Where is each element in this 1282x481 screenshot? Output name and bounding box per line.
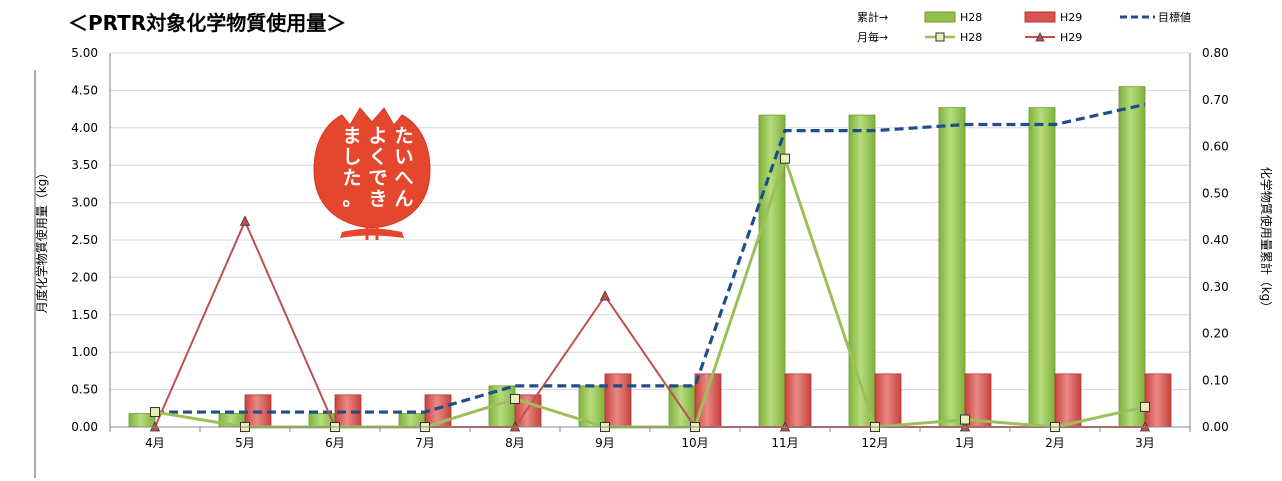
legend-line-h28: H28	[960, 31, 982, 44]
legend-bar-h28: H28	[960, 11, 982, 24]
x-tick-label: 11月	[771, 436, 798, 450]
y-right-tick-label: 0.70	[1202, 93, 1229, 107]
x-tick-label: 3月	[1135, 436, 1155, 450]
bar-h29-10	[1054, 373, 1082, 428]
point-h28-0	[150, 407, 160, 418]
bar-h29-8	[874, 373, 902, 428]
stamp-char: き	[368, 188, 387, 210]
y-right-tick-label: 0.30	[1202, 280, 1229, 294]
point-h28-11	[1140, 401, 1150, 412]
x-tick-label: 5月	[235, 436, 255, 450]
stamp-char: い	[394, 146, 413, 168]
lines	[149, 102, 1151, 432]
y-right-tick-label: 0.40	[1202, 233, 1229, 247]
point-h29-5	[599, 290, 611, 301]
y-left-tick-label: 2.00	[71, 270, 98, 284]
x-tick-label: 2月	[1045, 436, 1065, 450]
y-right-tick-label: 0.10	[1202, 373, 1229, 387]
y-left-tick-label: 3.50	[71, 158, 98, 172]
y-right-tick-label: 0.50	[1202, 186, 1229, 200]
bar-h28-8	[848, 114, 876, 428]
bar-h29-5	[604, 373, 632, 428]
x-tick-label: 9月	[595, 436, 615, 450]
point-h28-7	[780, 153, 790, 164]
stamp-char: た	[342, 167, 361, 189]
y-left-tick-label: 4.00	[71, 121, 98, 135]
legend-target: 目標値	[1158, 10, 1191, 24]
y-left-tick-label: 3.00	[71, 196, 98, 210]
stamp-char: し	[342, 146, 361, 168]
legend: 累計→ 月毎→ H28 H29 目標値 H28 H29	[857, 10, 1191, 44]
y-left-tick-label: 5.00	[71, 46, 98, 60]
legend-row1-label: 累計→	[857, 10, 888, 24]
x-tick-label: 10月	[681, 436, 708, 450]
bars	[128, 86, 1172, 428]
axes: 0.00 0.50 1.00 1.50 2.00 2.50 3.00 3.50 4.00 4.50…	[71, 46, 1228, 450]
x-tick-label: 6月	[325, 436, 345, 450]
bar-h29-11	[1144, 373, 1172, 428]
legend-row2-label: 月毎→	[857, 31, 888, 44]
line-h29	[154, 218, 1145, 428]
x-tick-label: 12月	[861, 436, 888, 450]
legend-line-h29: H29	[1060, 31, 1082, 44]
stamp-char: で	[368, 167, 387, 189]
y-right-tick-label: 0.20	[1202, 327, 1229, 341]
x-tick-label: 4月	[145, 436, 165, 450]
legend-bar-h28-swatch	[924, 11, 956, 23]
x-tick-label: 7月	[415, 436, 435, 450]
legend-line-h28-marker	[935, 32, 945, 42]
stamp-char: ま	[342, 125, 361, 147]
bar-h28-9	[938, 107, 966, 428]
point-h29-1	[239, 215, 251, 226]
chart-title: ＜PRTR対象化学物質使用量＞	[68, 11, 346, 35]
legend-line-h29-marker	[1035, 32, 1045, 42]
y-right-tick-label: 0.00	[1202, 420, 1229, 434]
y-left-tick-label: 1.00	[71, 345, 98, 359]
x-tick-label: 8月	[505, 436, 525, 450]
y-left-tick-label: 0.50	[71, 383, 98, 397]
x-tick-label: 1月	[955, 436, 975, 450]
y-left-tick-label: 2.50	[71, 233, 98, 247]
stamp-char: よ	[368, 125, 387, 147]
bar-h29-7	[784, 373, 812, 428]
stamp-char: へ	[394, 167, 413, 189]
stamp-char: く	[368, 146, 387, 168]
point-h28-4	[510, 393, 520, 404]
point-h28-9	[960, 414, 970, 425]
y-right-tick-label: 0.60	[1202, 140, 1229, 154]
y-left-tick-label: 4.50	[71, 83, 98, 97]
bar-h28-10	[1028, 107, 1056, 428]
y-right-label: 化学物質使用量累計（kg）	[1259, 167, 1274, 314]
bar-h28-11	[1118, 86, 1146, 428]
stamp-char: た	[394, 125, 413, 147]
y-right-tick-label: 0.80	[1202, 46, 1229, 60]
grid	[110, 52, 1190, 428]
stamp-char: 。	[342, 188, 361, 210]
line-target	[155, 102, 1146, 414]
legend-bar-h29: H29	[1060, 11, 1082, 24]
y-left-tick-label: 0.00	[71, 420, 98, 434]
legend-bar-h29-swatch	[1024, 11, 1056, 23]
stamp-char: ん	[394, 188, 413, 210]
y-left-label: 月度化学物質使用量（kg）	[34, 167, 49, 314]
y-left-tick-label: 1.50	[71, 308, 98, 322]
